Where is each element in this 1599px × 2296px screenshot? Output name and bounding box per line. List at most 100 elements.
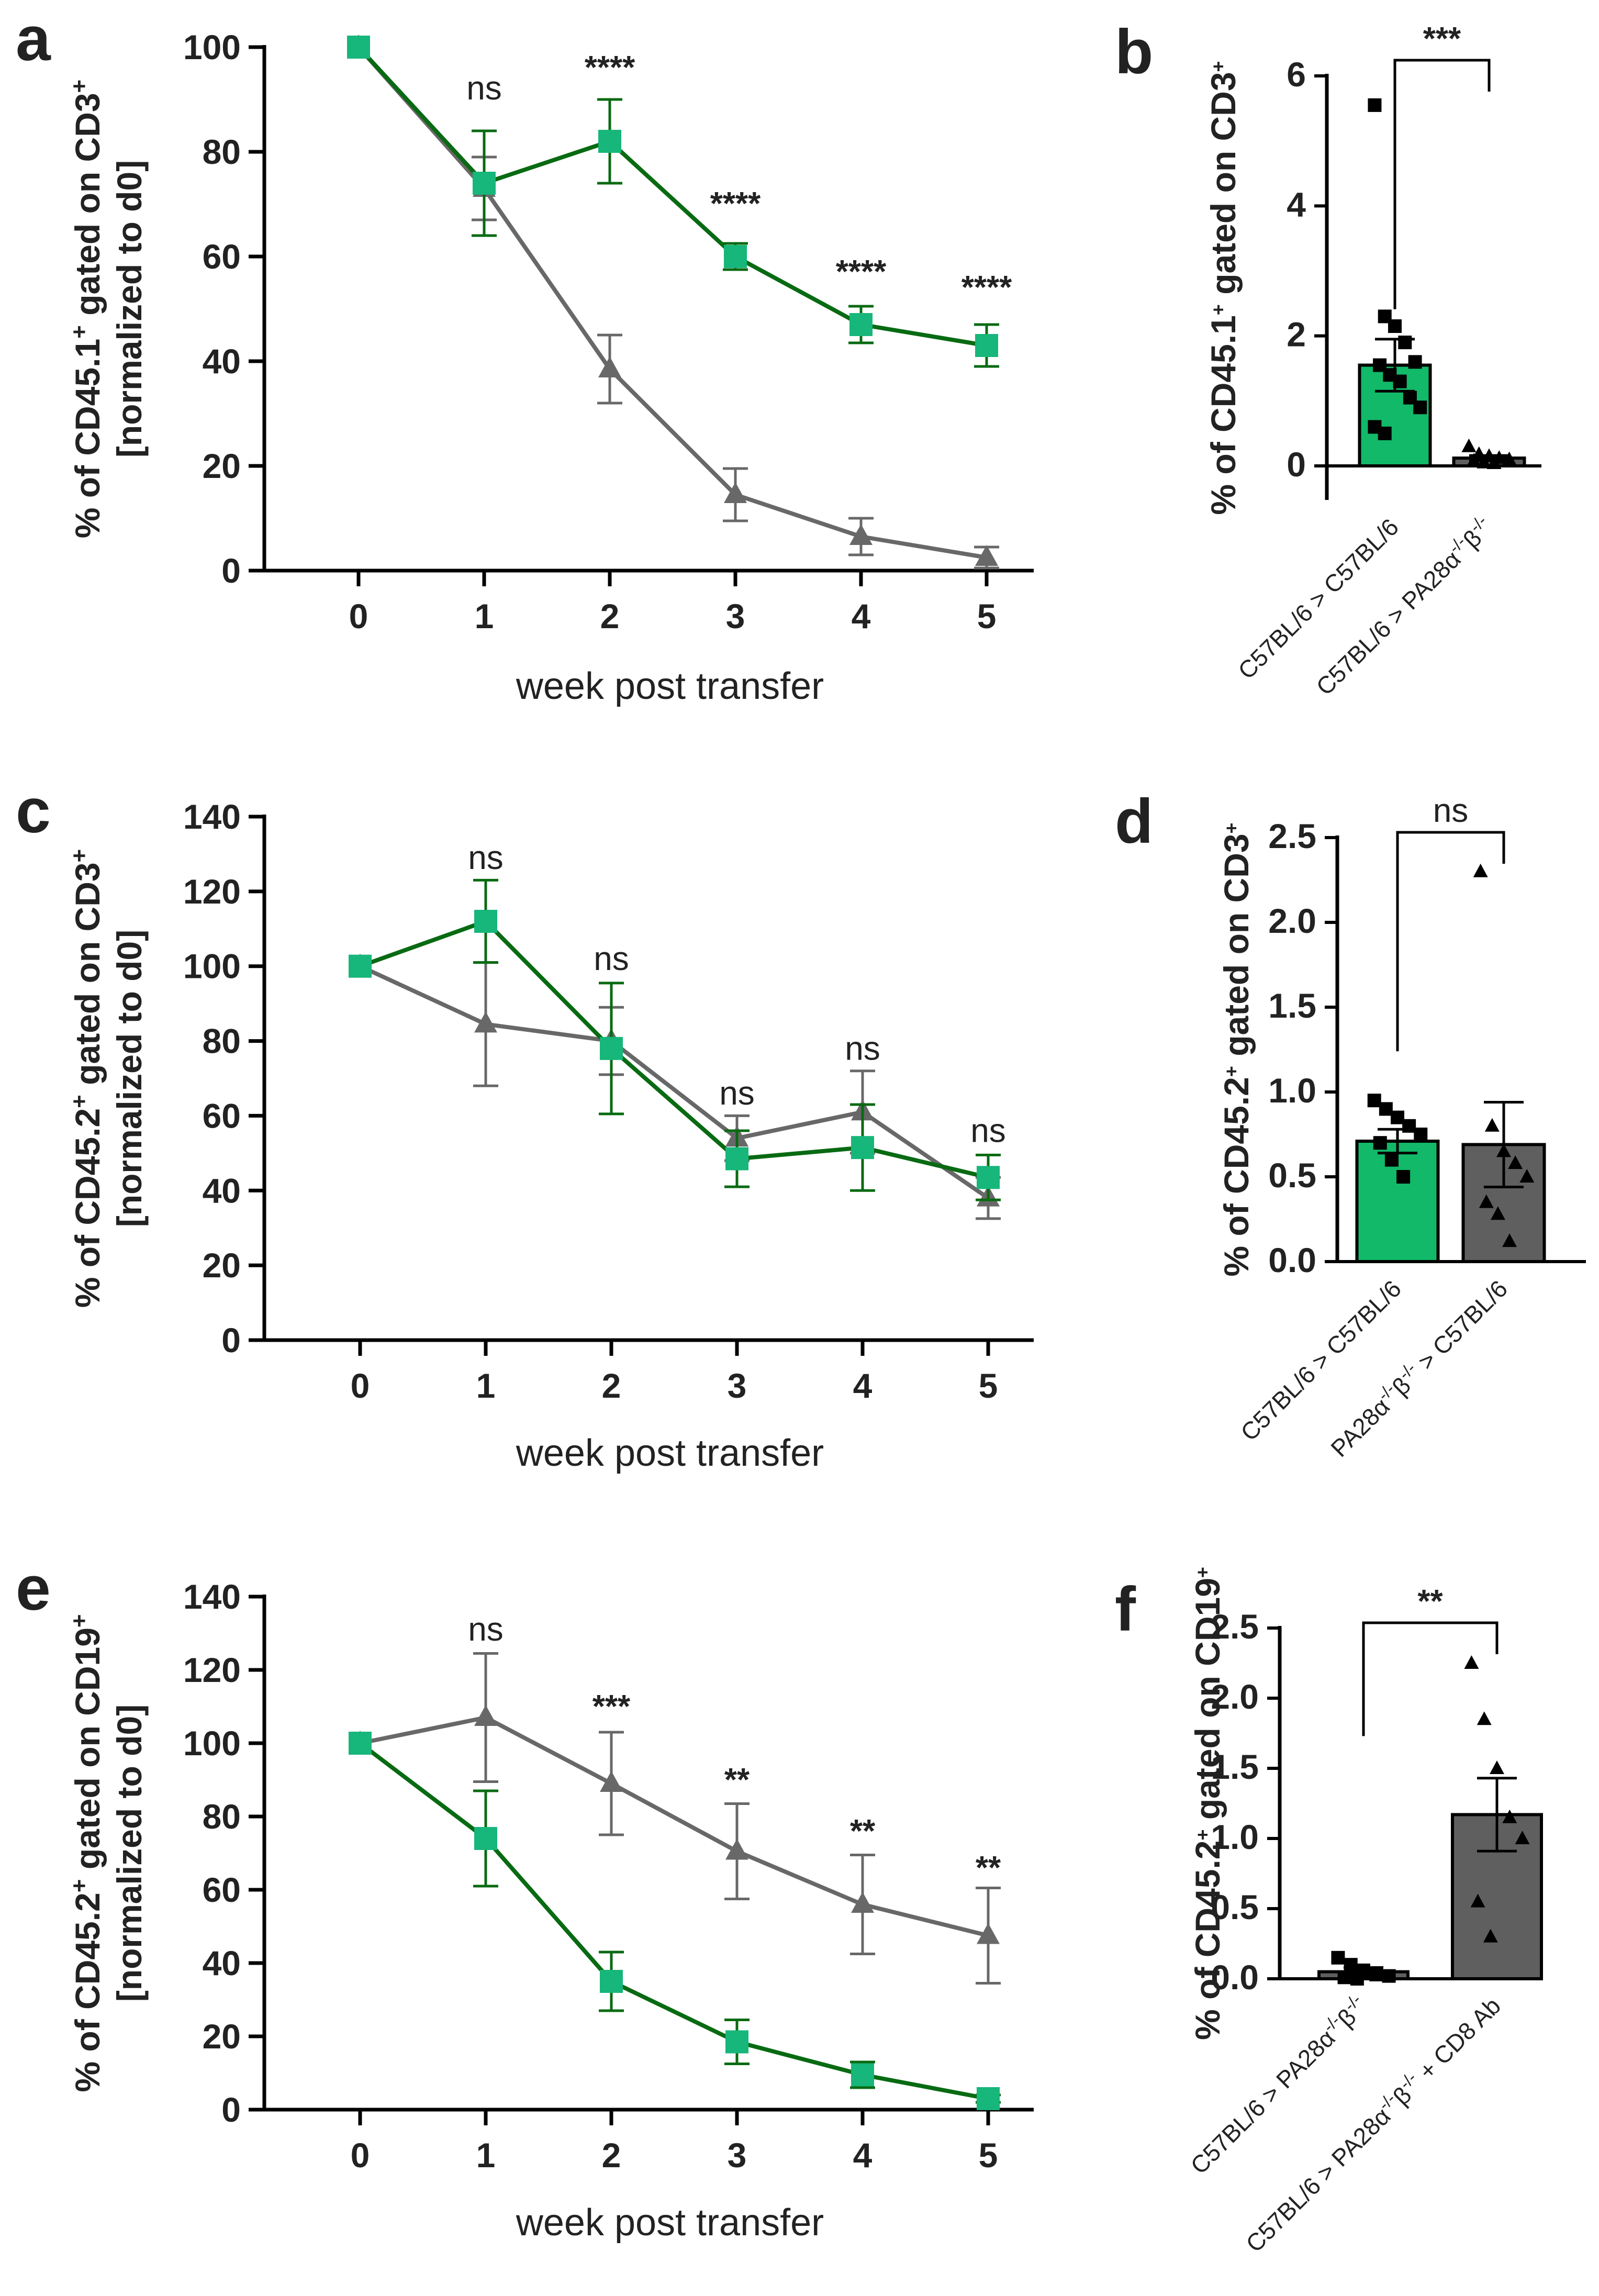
data-point bbox=[1477, 1711, 1492, 1725]
data-point bbox=[1398, 336, 1412, 350]
x-tick-label: 4 bbox=[853, 1366, 873, 1405]
y-tick-label: 0 bbox=[1287, 445, 1306, 484]
y-tick-label: 60 bbox=[203, 237, 241, 276]
data-point bbox=[725, 1838, 748, 1860]
data-point bbox=[600, 1771, 623, 1792]
data-point bbox=[1350, 1972, 1364, 1986]
data-point bbox=[349, 1732, 372, 1755]
chart-d: d 0.0 0.5 1.0 1.5 2.0 2.5 % of CD45.2+ gated on… bbox=[1115, 786, 1586, 1462]
y-tick-label: 120 bbox=[183, 872, 241, 911]
y-axis-label: % of CD45.2+ gated on CD19+ bbox=[66, 1614, 107, 2092]
data-point bbox=[1519, 1169, 1535, 1183]
y-tick-label: 2.0 bbox=[1211, 1677, 1259, 1716]
data-point bbox=[977, 1166, 1000, 1189]
data-point bbox=[1331, 1951, 1345, 1965]
data-point bbox=[975, 545, 998, 566]
chart-a: a 0 20 40 60 80 100 0 1 2 3 4 5 week post transfer % o… bbox=[16, 4, 1034, 707]
y-tick-label: 80 bbox=[203, 1797, 241, 1836]
data-point bbox=[598, 130, 621, 153]
significance-label: ns bbox=[1433, 792, 1469, 829]
y-tick-label: 6 bbox=[1287, 55, 1306, 94]
category-label: C57BL/6 > PA28α-/-β-/- bbox=[1309, 511, 1498, 700]
data-point bbox=[1402, 1119, 1416, 1133]
y-tick-label: 20 bbox=[203, 2017, 241, 2056]
data-point bbox=[725, 1147, 748, 1171]
data-point bbox=[1470, 1893, 1485, 1908]
series-gray bbox=[347, 35, 999, 570]
significance-label: ns bbox=[468, 839, 504, 876]
y-axis-label-line2: [normalized to d0] bbox=[110, 160, 149, 458]
y-tick-label: 60 bbox=[203, 1870, 241, 1909]
x-tick-label: 2 bbox=[602, 2136, 621, 2175]
y-tick-label: 20 bbox=[203, 1246, 241, 1285]
data-point bbox=[1479, 1194, 1494, 1208]
series-line bbox=[357, 46, 987, 560]
series-line bbox=[359, 964, 990, 1200]
data-point bbox=[1378, 426, 1392, 440]
data-point bbox=[1502, 451, 1517, 465]
data-point bbox=[474, 1011, 497, 1033]
y-tick-label: 80 bbox=[203, 1022, 241, 1061]
y-tick-label: 1.0 bbox=[1268, 1071, 1316, 1110]
y-tick-label: 1.5 bbox=[1268, 986, 1316, 1025]
significance-label: *** bbox=[592, 1689, 631, 1725]
y-tick-label: 100 bbox=[183, 28, 241, 66]
data-point bbox=[1461, 438, 1477, 452]
x-tick-label: 3 bbox=[728, 1366, 747, 1405]
chart-c: c 0 20 40 60 80 100 120 140 0 1 2 3 4 5 week post trans… bbox=[16, 776, 1034, 1474]
data-point bbox=[1388, 319, 1402, 333]
significance-label: ns bbox=[719, 1074, 755, 1112]
y-tick-label: 0.0 bbox=[1211, 1958, 1259, 1997]
x-axis-label: week post transfer bbox=[516, 2202, 824, 2244]
data-point bbox=[1344, 1958, 1358, 1972]
significance-bracket bbox=[1362, 1621, 1499, 1736]
significance-label: **** bbox=[961, 270, 1012, 306]
x-tick-label: 0 bbox=[351, 1366, 370, 1405]
data-point bbox=[851, 1136, 874, 1160]
y-tick-label: 40 bbox=[203, 1171, 241, 1210]
y-tick-label: 2.0 bbox=[1268, 901, 1316, 940]
significance-label: ns bbox=[970, 1111, 1006, 1149]
y-tick-label: 80 bbox=[203, 132, 241, 171]
data-point bbox=[849, 524, 873, 545]
x-axis-label: week post transfer bbox=[516, 665, 824, 707]
data-point bbox=[1414, 1128, 1428, 1141]
x-tick-label: 5 bbox=[977, 597, 997, 636]
x-tick-label: 1 bbox=[476, 2136, 496, 2175]
data-point bbox=[1483, 1929, 1498, 1943]
data-point bbox=[474, 1827, 497, 1850]
data-point bbox=[851, 1892, 874, 1913]
data-point bbox=[600, 1036, 623, 1060]
category-label: PA28α-/-β-/- > C57BL/6 bbox=[1324, 1273, 1513, 1462]
data-point bbox=[1502, 1809, 1517, 1823]
data-point bbox=[1384, 1153, 1399, 1167]
y-tick-label: 140 bbox=[183, 797, 241, 836]
data-point bbox=[1373, 1136, 1387, 1150]
category-label: C57BL/6 > PA28α-/-β-/- + CD8 Ab bbox=[1239, 1990, 1506, 2258]
data-point bbox=[600, 1970, 623, 1993]
significance-label: ns bbox=[845, 1029, 880, 1067]
data-point bbox=[347, 36, 370, 59]
y-tick-label: 0.5 bbox=[1268, 1156, 1316, 1195]
panel-label-f: f bbox=[1115, 1574, 1136, 1644]
y-tick-label: 0.0 bbox=[1268, 1241, 1316, 1279]
y-tick-label: 0.5 bbox=[1211, 1888, 1259, 1926]
series-green bbox=[349, 878, 1001, 1201]
chart-e: e 0 20 40 60 80 100 120 140 0 1 2 3 4 5 week post trans… bbox=[16, 1553, 1034, 2244]
data-point bbox=[1369, 1967, 1383, 1981]
series-green bbox=[347, 36, 999, 368]
y-tick-label: 140 bbox=[183, 1577, 241, 1616]
x-tick-label: 1 bbox=[475, 597, 494, 636]
series-gray bbox=[349, 953, 1001, 1220]
significance-label: **** bbox=[710, 186, 761, 222]
data-point bbox=[598, 356, 621, 377]
series-line bbox=[359, 919, 989, 1180]
significance-label: ns bbox=[468, 1610, 504, 1648]
panel-label-a: a bbox=[16, 4, 51, 74]
y-tick-label: 2 bbox=[1287, 315, 1306, 354]
y-tick-label: 120 bbox=[183, 1651, 241, 1689]
y-tick-label: 60 bbox=[203, 1096, 241, 1135]
y-tick-label: 40 bbox=[203, 342, 241, 381]
y-axis-label: % of CD45.2+ gated on CD19+ bbox=[1188, 1567, 1227, 2040]
category-label: C57BL/6 > C57BL/6 bbox=[1233, 513, 1404, 684]
